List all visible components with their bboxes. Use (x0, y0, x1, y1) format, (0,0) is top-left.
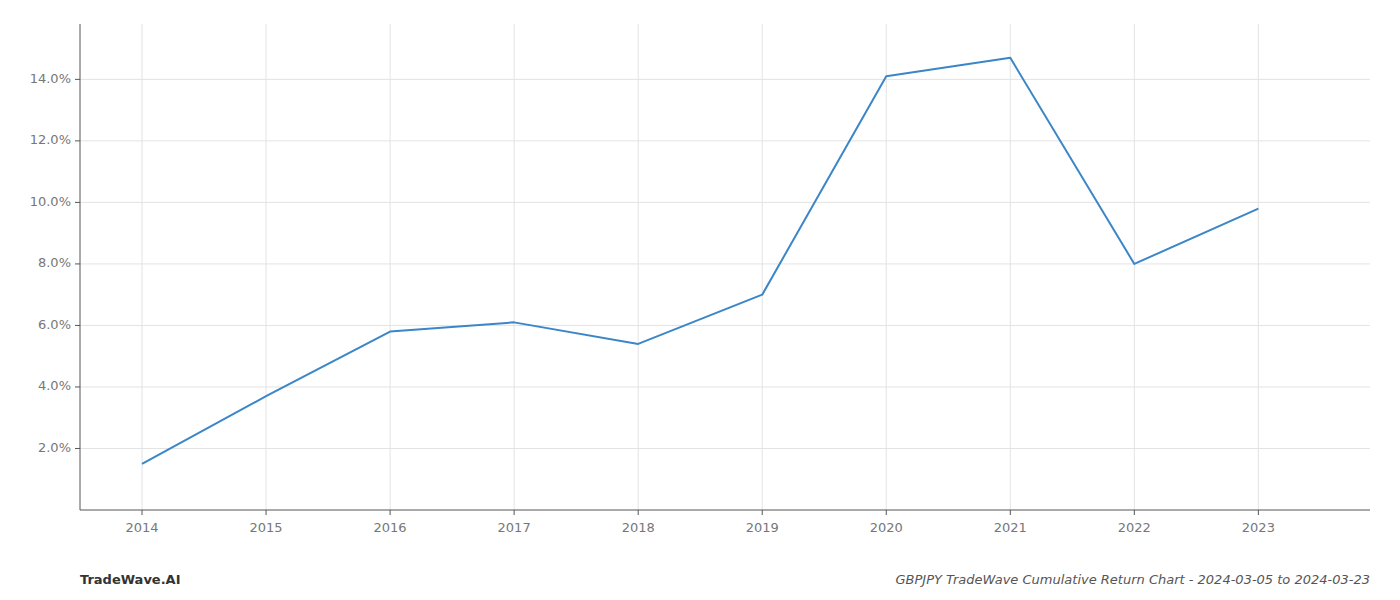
x-tick (142, 510, 143, 515)
grid-line-y (80, 79, 1370, 80)
y-tick (75, 448, 80, 449)
grid-line-x (1010, 24, 1011, 510)
y-tick-label: 12.0% (30, 132, 71, 147)
x-tick (1258, 510, 1259, 515)
y-tick-label: 2.0% (38, 440, 71, 455)
grid-line-y (80, 325, 1370, 326)
y-axis-line (80, 24, 81, 510)
x-tick-label: 2021 (994, 520, 1027, 535)
y-tick (75, 79, 80, 80)
grid-line-x (886, 24, 887, 510)
grid-line-y (80, 263, 1370, 264)
x-tick-label: 2023 (1242, 520, 1275, 535)
x-tick-label: 2022 (1118, 520, 1151, 535)
x-tick (514, 510, 515, 515)
grid-line-x (390, 24, 391, 510)
grid-line-x (638, 24, 639, 510)
x-tick-label: 2019 (746, 520, 779, 535)
x-tick-label: 2014 (125, 520, 158, 535)
x-tick (886, 510, 887, 515)
x-tick-label: 2017 (498, 520, 531, 535)
plot-area (142, 58, 1258, 464)
title: GBPJPY TradeWave Cumulative Return Chart… (895, 572, 1370, 587)
x-tick (1134, 510, 1135, 515)
grid-line-y (80, 386, 1370, 387)
grid-line-x (1134, 24, 1135, 510)
y-tick (75, 386, 80, 387)
y-tick (75, 140, 80, 141)
x-tick (390, 510, 391, 515)
y-tick (75, 325, 80, 326)
watermark: TradeWave.AI (80, 572, 181, 587)
chart: 2.0%4.0%6.0%8.0%10.0%12.0%14.0%201420152… (0, 0, 1400, 600)
y-axis: 2.0% 4.0% 6.0% 8.0% 10.0% 12.0% 14.0% (30, 71, 80, 455)
y-tick (75, 263, 80, 264)
x-axis-line (80, 510, 1370, 511)
y-tick-label: 4.0% (38, 378, 71, 393)
grid-line-y (80, 202, 1370, 203)
x-axis: 2014 2015 2016 2017 2018 2019 2020 2021 2022 2023 (125, 510, 1274, 535)
x-tick-label: 2016 (374, 520, 407, 535)
grid-line-y (80, 448, 1370, 449)
x-tick-label: 2015 (250, 520, 283, 535)
y-tick-label: 14.0% (30, 71, 71, 86)
x-tick-label: 2018 (622, 520, 655, 535)
grid-line-x (762, 24, 763, 510)
y-tick-label: 6.0% (38, 317, 71, 332)
line (142, 58, 1258, 464)
y-tick-label: 8.0% (38, 255, 71, 270)
grid (80, 24, 1370, 510)
x-tick (1010, 510, 1011, 515)
grid-line-x (1258, 24, 1259, 510)
grid-line-x (142, 24, 143, 510)
y-tick-label: 10.0% (30, 194, 71, 209)
x-tick (762, 510, 763, 515)
x-tick (638, 510, 639, 515)
grid-line-y (80, 140, 1370, 141)
x-tick (266, 510, 267, 515)
x-tick-label: 2020 (870, 520, 903, 535)
grid-line-x (266, 24, 267, 510)
y-tick (75, 202, 80, 203)
grid-line-x (514, 24, 515, 510)
